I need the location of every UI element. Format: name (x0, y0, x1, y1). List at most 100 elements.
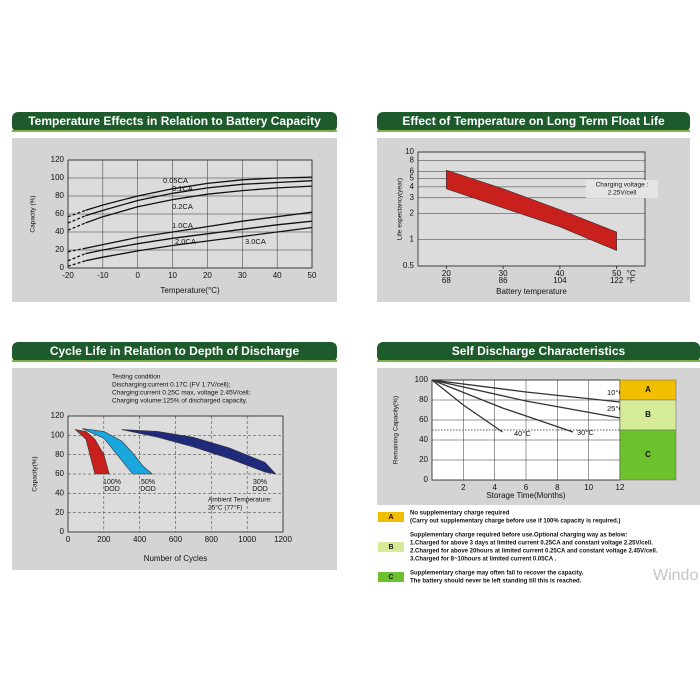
y-axis-label: Capacity (%) (30, 195, 37, 232)
x-tick-label: -20 (62, 271, 74, 280)
zone-label: A (645, 385, 651, 394)
header-stripe (12, 360, 337, 362)
header-title: Temperature Effects in Relation to Batte… (28, 114, 321, 128)
legend-note: 3.Charged for 8~10hours at limited curre… (410, 557, 557, 563)
y-tick-label: 0.5 (403, 261, 415, 270)
header-title: Self Discharge Characteristics (452, 344, 626, 358)
legend-note: Supplementary charge may often fail to r… (410, 571, 584, 577)
series-line (67, 252, 86, 262)
legend-letter: B (388, 544, 393, 551)
series-label: 100% (103, 479, 121, 486)
x-tick-label: 1200 (274, 535, 292, 544)
y-tick-label: 0 (60, 263, 65, 272)
series-line (85, 185, 313, 224)
series-label: 0.1CA (172, 184, 193, 193)
zone-label: C (645, 450, 651, 459)
series-line (431, 379, 621, 419)
band-area (82, 428, 154, 475)
series-line (67, 222, 86, 231)
y-tick-label: 3 (410, 193, 415, 202)
legend-letter: A (388, 514, 393, 521)
header-bar (12, 112, 337, 132)
series-line (85, 180, 313, 217)
y-tick-label: 80 (55, 450, 64, 459)
legend-note: The battery should never be left standin… (410, 579, 582, 585)
band-area (74, 429, 110, 475)
x-tick-label: 400 (133, 535, 147, 544)
series-label: 25°C (607, 404, 624, 413)
x-tick-label: 10 (584, 483, 593, 492)
annotation: 2.25V/cell (608, 190, 637, 197)
y-axis-label: Capacity(%) (32, 456, 39, 491)
series-line (85, 176, 313, 212)
test-note: Charging volume:125% of discharged capac… (112, 398, 248, 405)
x-tick-label: 0 (135, 271, 140, 280)
x-tick-label: 10 (168, 271, 177, 280)
legend-note: 1.Charged for above 3 days at limited cu… (410, 541, 653, 547)
series-label: DOD (104, 486, 120, 493)
x-tick-label: 6 (524, 483, 529, 492)
header-stripe (377, 130, 690, 132)
series-label: 30% (253, 479, 267, 486)
legend-note: No supplementary charge required (410, 511, 510, 517)
series-line (67, 260, 86, 267)
series-label: DOD (252, 486, 268, 493)
series-line (431, 379, 621, 403)
series-label: 0.05CA (163, 176, 188, 185)
header-bar (377, 112, 690, 132)
series-label: 3.0CA (245, 237, 266, 246)
x-tick-label: 800 (205, 535, 219, 544)
legend-note: (Carry out supplementary charge before u… (410, 519, 620, 525)
legend-badge (378, 572, 404, 582)
y-tick-label: 60 (419, 415, 428, 424)
x-axis-label: Temperature(°C) (160, 286, 220, 295)
y-tick-label: 100 (51, 173, 65, 182)
legend-note: Supplementary charge required before use… (410, 533, 627, 539)
ambient-note: 25°C (77°F) (208, 504, 242, 512)
x-tick-label: 40 (273, 271, 282, 280)
ambient-note: Ambient Temperature: (208, 497, 272, 504)
band-area (121, 429, 277, 475)
x2-tick-label: 86 (499, 276, 508, 285)
y-axis-label: Remaining Capacity(%) (393, 396, 400, 464)
test-note: Discharging:current 0.17C (FV 1.7V/cell)… (112, 382, 231, 389)
x-tick-label: 0 (66, 535, 71, 544)
series-label: DOD (140, 486, 156, 493)
y-tick-label: 100 (51, 430, 65, 439)
series-label: 10°C (607, 388, 624, 397)
y-tick-label: 10 (405, 147, 414, 156)
series-label: 1.0CA (172, 221, 193, 230)
series-line (85, 220, 313, 255)
test-note: Charging:current 0.25C max, voltage 2.45… (112, 390, 251, 397)
series-line (85, 226, 313, 262)
x2-tick-label: 68 (442, 276, 451, 285)
series-line (431, 379, 574, 433)
x-tick-label: 1000 (238, 535, 256, 544)
header-bar (377, 342, 700, 362)
annotation: Charging voltage : (596, 182, 649, 189)
x-axis-label: Storage Time(Months) (486, 491, 565, 500)
y-tick-label: 120 (51, 155, 65, 164)
y-tick-label: 60 (55, 469, 64, 478)
series-label: 2.0CA (175, 237, 196, 246)
band-area (446, 169, 617, 252)
x-tick-label: 2 (461, 483, 466, 492)
y-axis-label: Life expectancy(year) (397, 178, 404, 240)
zone (619, 399, 677, 431)
x2-tick-label: 122 (610, 276, 624, 285)
watermark: Windo (653, 567, 698, 584)
x2-tick-label: 104 (553, 276, 567, 285)
annotation-box (586, 180, 658, 198)
x-tick-label: 50 (308, 271, 317, 280)
header-stripe (377, 360, 700, 362)
y-tick-label: 8 (410, 156, 415, 165)
x-tick-label: 40 (555, 269, 564, 278)
x-tick-label: -10 (97, 271, 109, 280)
y-tick-label: 5 (410, 173, 415, 182)
series-label: 0.2CA (172, 202, 193, 211)
zone (619, 429, 677, 481)
x-tick-label: 4 (492, 483, 497, 492)
y-tick-label: 20 (55, 508, 64, 517)
y-tick-label: 20 (55, 245, 64, 254)
